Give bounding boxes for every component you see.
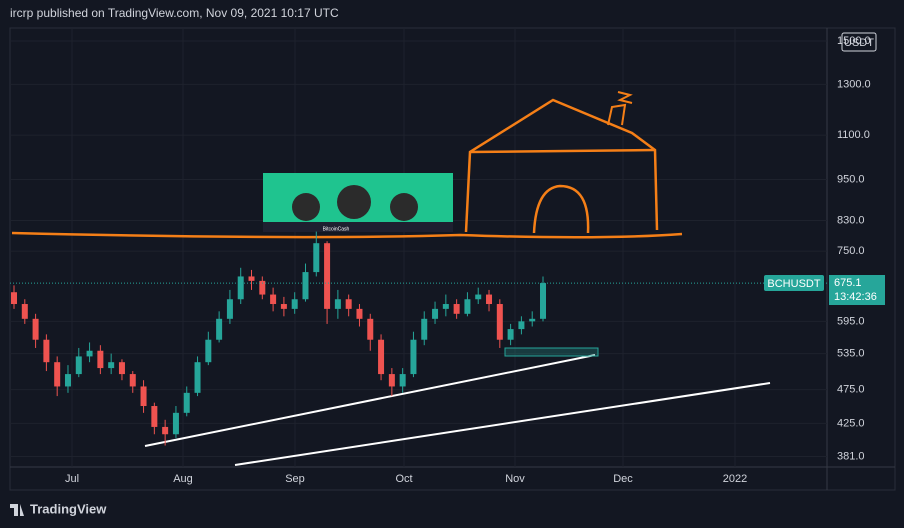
symbol-box bbox=[764, 275, 824, 291]
candle-body bbox=[259, 280, 266, 295]
candle-body bbox=[486, 294, 493, 305]
x-tick-label: 2022 bbox=[723, 473, 747, 485]
candle-body bbox=[496, 304, 503, 340]
candle-body bbox=[11, 292, 17, 305]
y-tick-label: 750.0 bbox=[837, 245, 865, 257]
candle-body bbox=[43, 339, 50, 363]
candle-body bbox=[172, 412, 179, 435]
trend-line bbox=[234, 382, 771, 466]
candle-body bbox=[151, 406, 158, 427]
candle-body bbox=[280, 304, 287, 309]
countdown: 13:42:36 bbox=[834, 291, 877, 303]
banner-strip bbox=[263, 222, 453, 232]
frame bbox=[9, 27, 896, 491]
pumpkin bbox=[292, 193, 320, 221]
y-tick-label: 950.0 bbox=[837, 173, 865, 185]
candle-body bbox=[334, 299, 341, 309]
candle-body bbox=[54, 362, 61, 387]
candle-body bbox=[410, 339, 417, 375]
chimney bbox=[607, 91, 633, 126]
y-tick-label: 830.0 bbox=[837, 214, 865, 226]
candle-body bbox=[194, 362, 201, 393]
candle-body bbox=[464, 299, 471, 314]
candle-body bbox=[270, 294, 277, 305]
candle-body bbox=[388, 374, 395, 387]
candle-body bbox=[118, 362, 125, 375]
drawings bbox=[11, 91, 771, 466]
currency-box bbox=[841, 32, 877, 52]
candle-body bbox=[529, 318, 536, 322]
y-tick-label: 535.0 bbox=[837, 347, 865, 359]
x-tick-label: Aug bbox=[173, 473, 193, 485]
banner-text: BitcoinCash bbox=[323, 226, 350, 232]
y-tick-label: 425.0 bbox=[837, 417, 865, 429]
y-tick-label: 1300.0 bbox=[837, 78, 871, 90]
candle-body bbox=[75, 356, 82, 375]
brand: TradingView bbox=[30, 501, 107, 516]
candle-body bbox=[129, 374, 136, 387]
candle-body bbox=[432, 308, 439, 319]
candle-body bbox=[421, 318, 428, 340]
candle-body bbox=[237, 276, 244, 300]
x-tick-label: Nov bbox=[505, 473, 525, 485]
candle-body bbox=[378, 339, 385, 375]
candle-body bbox=[248, 276, 255, 281]
candle-body bbox=[356, 308, 363, 319]
last-price-label: 675.1 bbox=[834, 277, 862, 289]
candle-body bbox=[97, 350, 104, 369]
candle-body bbox=[345, 299, 352, 309]
candle-body bbox=[216, 318, 223, 340]
candle-body bbox=[291, 299, 298, 309]
candle-body bbox=[108, 362, 115, 369]
candle-body bbox=[324, 243, 331, 309]
support-line bbox=[11, 231, 683, 239]
candle-body bbox=[183, 392, 190, 413]
y-tick-label: 381.0 bbox=[837, 450, 865, 462]
candle-body bbox=[453, 304, 460, 314]
pumpkin bbox=[337, 185, 371, 219]
candle-body bbox=[205, 339, 212, 363]
trend-line bbox=[144, 354, 596, 447]
candle-body bbox=[442, 304, 449, 309]
x-tick-label: Oct bbox=[395, 473, 412, 485]
currency: USDT bbox=[844, 37, 874, 49]
y-tick-label: 1100.0 bbox=[837, 129, 870, 141]
y-tick-label: 595.0 bbox=[837, 315, 865, 327]
candle-body bbox=[475, 294, 482, 300]
symbol: BCHUSDT bbox=[767, 278, 820, 290]
candle-body bbox=[313, 243, 320, 273]
y-tick-label: 1500.0 bbox=[837, 35, 871, 47]
candle-body bbox=[367, 318, 374, 340]
house-line bbox=[469, 148, 656, 154]
candle-body bbox=[140, 386, 147, 407]
y-tick-label: 475.0 bbox=[837, 384, 865, 396]
x-tick-label: Dec bbox=[613, 473, 633, 485]
candles bbox=[10, 231, 827, 446]
pumpkin bbox=[390, 193, 418, 221]
candle-body bbox=[518, 321, 525, 330]
candle-body bbox=[86, 350, 93, 357]
header: ircrp published on TradingView.com, Nov … bbox=[10, 6, 339, 20]
door bbox=[532, 184, 590, 234]
candle-body bbox=[32, 318, 39, 340]
x-tick-label: Sep bbox=[285, 473, 305, 485]
x-tick-label: Jul bbox=[65, 473, 79, 485]
candle-body bbox=[399, 374, 406, 387]
range-box bbox=[504, 347, 599, 357]
candle-body bbox=[21, 304, 28, 319]
candle-body bbox=[226, 299, 233, 319]
brand-logo bbox=[10, 504, 24, 516]
last-price-box bbox=[829, 275, 885, 305]
candle-body bbox=[302, 272, 309, 300]
candle-body bbox=[162, 426, 169, 435]
candle-body bbox=[540, 283, 546, 319]
house bbox=[464, 98, 659, 233]
candle-body bbox=[64, 374, 71, 387]
candle-body bbox=[507, 329, 514, 340]
